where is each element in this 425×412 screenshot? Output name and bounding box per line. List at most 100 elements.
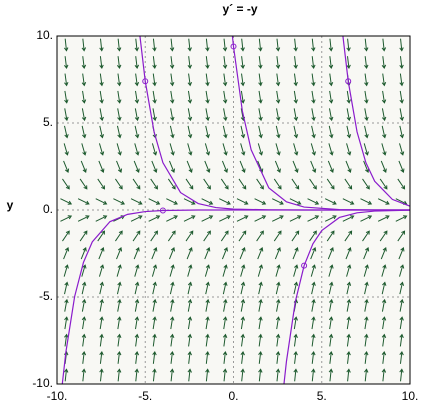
slope-arrow (293, 143, 299, 156)
slope-arrow (98, 160, 105, 173)
curves (61, 36, 410, 384)
slope-arrow (257, 264, 264, 277)
slope-arrow (309, 230, 317, 242)
slope-arrow (254, 198, 267, 205)
slope-arrow (81, 143, 87, 156)
slope-arrow (116, 125, 122, 139)
slope-arrow (116, 264, 122, 277)
slope-arrow (99, 73, 104, 87)
slope-arrow (293, 90, 298, 104)
slope-arrow (342, 198, 355, 205)
slope-arrow (117, 333, 122, 347)
slope-arrow (289, 198, 302, 205)
slope-arrow (204, 143, 211, 156)
slope-arrow (116, 38, 122, 52)
slope-arrow (116, 247, 123, 260)
slope-arrow (222, 368, 228, 382)
slope-arrow (152, 108, 157, 122)
slope-arrow (311, 125, 316, 139)
slope-arrow (203, 230, 211, 242)
slope-arrow (275, 38, 281, 52)
slope-arrow (99, 368, 104, 382)
slope-arrow (99, 281, 105, 295)
slope-arrow (148, 198, 161, 205)
slope-arrow (258, 281, 263, 295)
slope-arrow (307, 198, 320, 205)
slope-arrow (134, 368, 139, 382)
slope-arrow (258, 350, 263, 364)
slope-arrow (289, 215, 302, 222)
y-tick-label: 5. (43, 115, 53, 129)
slope-arrow (240, 281, 246, 295)
slope-arrow (134, 38, 139, 52)
slope-arrow (399, 298, 404, 312)
slope-arrow (116, 143, 122, 156)
slope-arrow (364, 90, 369, 104)
slope-arrow (79, 230, 88, 242)
slope-arrow (205, 316, 210, 330)
slope-arrow (152, 281, 157, 295)
slope-arrow (307, 215, 320, 222)
slope-arrow (399, 316, 404, 330)
slope-arrow (275, 281, 281, 295)
slope-arrow (79, 178, 88, 190)
slope-arrow (364, 56, 369, 70)
slope-arrow (186, 247, 193, 260)
initial-point (301, 262, 308, 269)
slope-arrow (187, 264, 193, 277)
initial-point (230, 43, 237, 50)
slope-arrow (114, 230, 123, 242)
slope-arrow (64, 316, 69, 330)
slope-arrow (293, 108, 299, 122)
slope-arrow (292, 247, 299, 260)
slope-arrow (205, 90, 210, 104)
slope-arrow (205, 125, 210, 139)
slope-arrow (363, 160, 370, 173)
slope-arrow (62, 230, 70, 242)
slope-arrow (203, 178, 211, 190)
slope-arrow (152, 90, 157, 104)
slope-arrow (311, 368, 316, 382)
slope-arrow (99, 90, 104, 104)
slope-arrow (364, 316, 369, 330)
slope-arrow (240, 56, 245, 70)
slope-arrow (377, 198, 390, 205)
slope-arrow (99, 298, 104, 312)
slope-arrow (273, 178, 282, 190)
slope-arrow (169, 333, 175, 347)
plot-border (56, 35, 411, 385)
slope-arrow (81, 90, 87, 104)
slope-arrow (166, 198, 178, 205)
slope-arrow (293, 264, 299, 277)
slope-arrow (326, 178, 335, 190)
slope-arrow (310, 143, 316, 156)
slope-arrow (117, 90, 122, 104)
slope-arrow (236, 198, 249, 205)
slope-arrow (328, 90, 334, 104)
slope-arrow (152, 298, 157, 312)
slope-arrow (377, 215, 390, 222)
slope-arrow (381, 125, 387, 139)
slope-arrow (185, 230, 194, 242)
slope-arrow (204, 160, 211, 173)
slope-arrow (169, 38, 175, 52)
slope-arrow (81, 73, 87, 87)
slope-arrow (311, 38, 316, 52)
slope-arrow (169, 125, 175, 139)
slope-arrow (238, 178, 247, 190)
slope-arrow (98, 264, 105, 277)
slope-arrow (399, 264, 405, 277)
slope-arrow (185, 178, 194, 190)
slope-arrow (311, 73, 316, 87)
slope-arrow (64, 125, 69, 139)
slope-arrow (240, 350, 245, 364)
y-tick-label: 10. (36, 28, 53, 42)
slope-arrow (77, 215, 90, 222)
slope-arrow (222, 316, 228, 330)
chart-title: y´ = -y (222, 2, 257, 16)
slope-arrow (258, 125, 263, 139)
slope-arrow (291, 178, 300, 190)
slope-arrow (293, 56, 298, 70)
slope-arrow (205, 73, 210, 87)
